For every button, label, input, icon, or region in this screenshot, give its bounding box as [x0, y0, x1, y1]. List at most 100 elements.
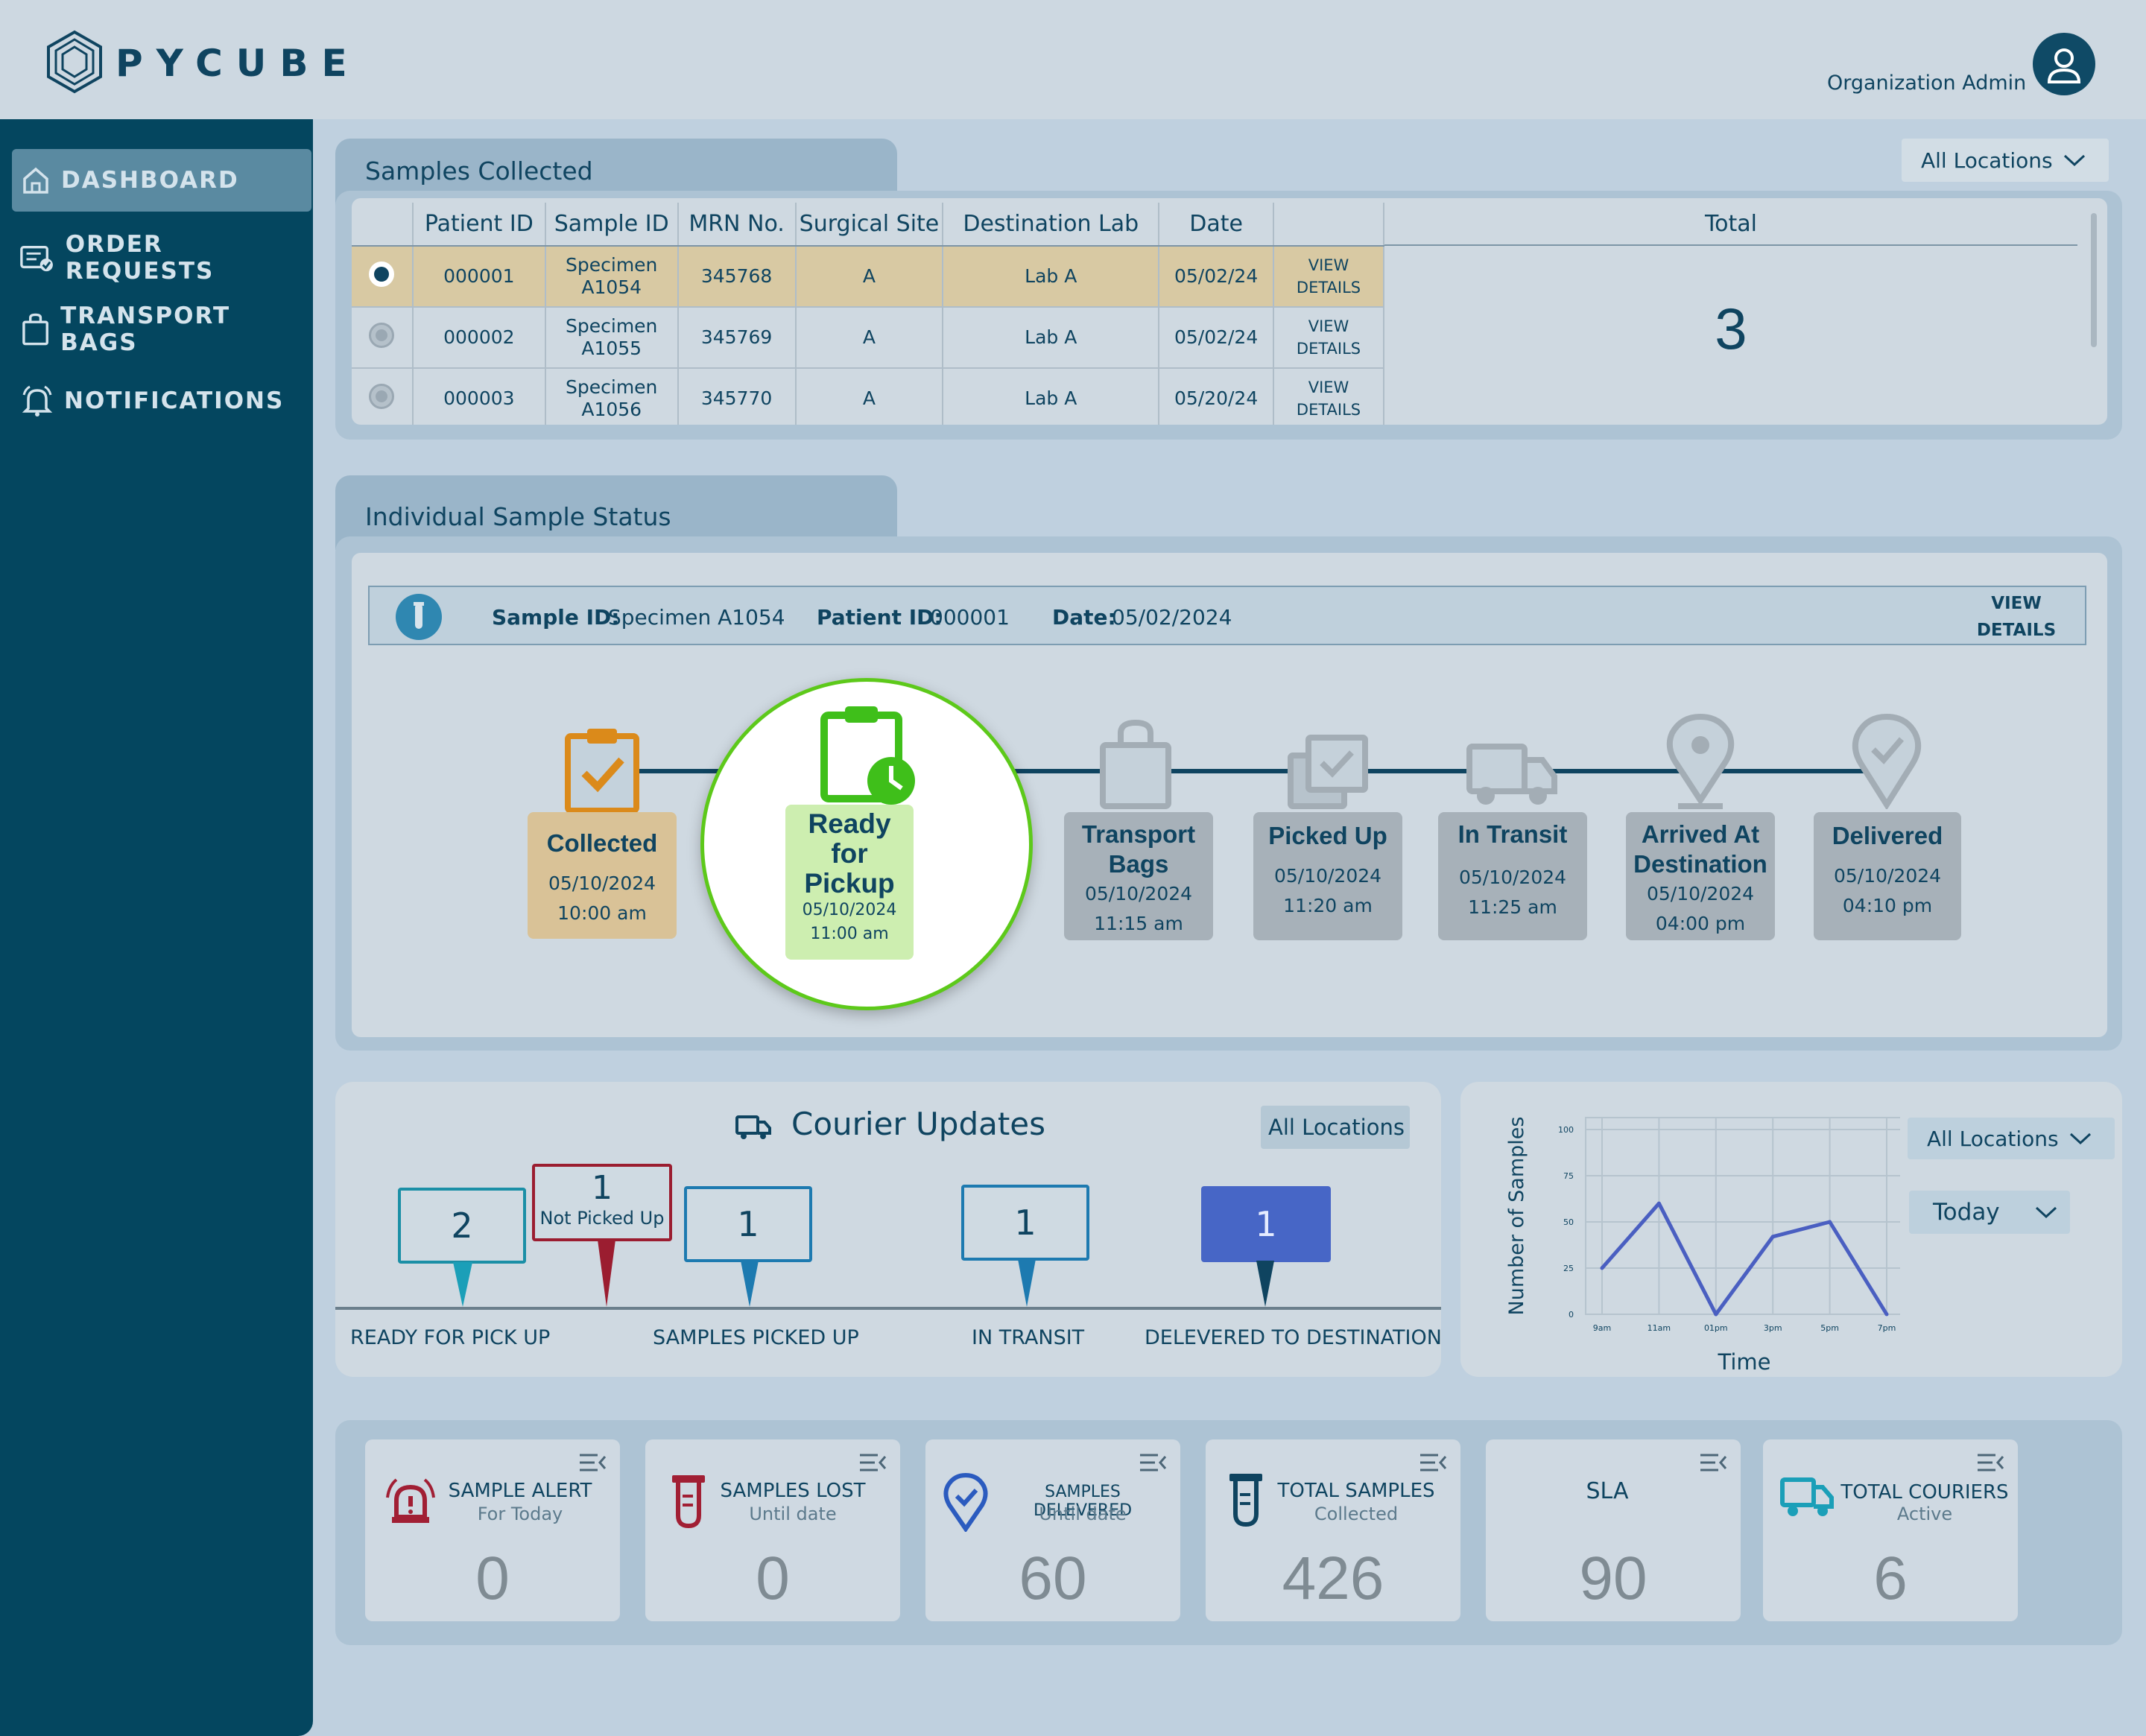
x-tick-label: 9am: [1593, 1323, 1611, 1333]
row-radio[interactable]: [369, 322, 395, 348]
delivered-count[interactable]: 1: [1201, 1186, 1331, 1262]
stage-arrived-at-destination[interactable]: Arrived At Destination 05/10/2024 04:00 …: [1626, 812, 1775, 940]
test-tube-icon: [396, 594, 442, 640]
stat-card-total-samples[interactable]: TOTAL SAMPLES Collected 426: [1206, 1439, 1460, 1621]
samples-line-chart: 0 25 50 75 100 9am 11am 01pm 3pm 5pm 7pm Time Number…: [1505, 1117, 1900, 1375]
stage-picked-up[interactable]: Picked Up 05/10/2024 11:20 am: [1253, 812, 1402, 940]
stat-value: 90: [1579, 1545, 1648, 1612]
stat-value: 6: [1873, 1545, 1908, 1612]
chevron-down-icon: [2069, 1132, 2092, 1145]
stage-title: Ready: [808, 808, 891, 839]
row-select-cell[interactable]: [352, 246, 414, 308]
samples-picked-up-count[interactable]: 1: [684, 1186, 812, 1262]
link-line: VIEW: [1308, 378, 1349, 396]
date-value: 05/02/2024: [1112, 605, 1232, 630]
table-header: Patient ID Sample ID MRN No. Surgical Si…: [352, 203, 1384, 247]
view-details-link[interactable]: VIEW DETAILS: [1273, 368, 1384, 425]
stat-subtitle: Collected: [1314, 1504, 1399, 1524]
chevron-down-icon: [2063, 154, 2086, 167]
test-tube-icon: [672, 1475, 705, 1529]
menu-collapse-icon[interactable]: [1699, 1453, 1727, 1472]
row-radio[interactable]: [369, 383, 395, 409]
sidebar-item-notifications[interactable]: NOTIFICATIONS: [12, 370, 311, 432]
x-tick-label: 3pm: [1764, 1323, 1782, 1333]
menu-collapse-icon[interactable]: [1419, 1453, 1447, 1472]
stage-in-transit[interactable]: In Transit 05/10/2024 11:25 am: [1438, 812, 1587, 940]
total-header: Total: [1384, 203, 2077, 246]
stage-title: Collected: [546, 829, 658, 857]
patient-id-value: 000001: [930, 605, 1010, 630]
sidebar-item-order-requests[interactable]: ORDER REQUESTS: [10, 226, 310, 289]
courier-location-filter[interactable]: All Locations: [1261, 1106, 1410, 1149]
clipboard-check-icon: [565, 729, 639, 814]
stage-ready-for-pickup[interactable]: Ready for Pickup 05/10/2024 11:00 am: [785, 805, 914, 960]
y-tick-label: 0: [1569, 1310, 1574, 1320]
dropdown-label: All Locations: [1927, 1126, 2059, 1151]
patient-id-cell: 000003: [412, 368, 546, 425]
truck-icon: [1466, 744, 1557, 805]
menu-collapse-icon[interactable]: [578, 1453, 607, 1472]
table-scrollbar[interactable]: [2091, 213, 2097, 347]
in-transit-count[interactable]: 1: [961, 1185, 1089, 1261]
stage-title: In Transit: [1457, 820, 1568, 848]
menu-collapse-icon[interactable]: [1139, 1453, 1167, 1472]
avatar[interactable]: [2033, 33, 2095, 95]
menu-collapse-icon[interactable]: [858, 1453, 887, 1472]
link-line: VIEW: [1991, 594, 2042, 613]
courier-updates-title: Courier Updates: [791, 1106, 1046, 1142]
stat-card-samples-lost[interactable]: SAMPLES LOST Until date 0: [645, 1439, 900, 1621]
date-cell: 05/02/24: [1159, 246, 1275, 308]
chart-location-dropdown[interactable]: All Locations: [1908, 1118, 2115, 1159]
patient-id-label: Patient ID:: [817, 605, 943, 630]
stat-card-sla[interactable]: SLA 90: [1486, 1439, 1741, 1621]
not-picked-up-count[interactable]: 1 Not Picked Up: [532, 1164, 672, 1241]
stat-subtitle: For Today: [477, 1504, 563, 1524]
data-point: [1714, 1312, 1718, 1317]
view-details-link[interactable]: VIEW DETAILS: [1273, 246, 1384, 308]
stage-time: 11:15 am: [1094, 913, 1183, 934]
stage-delivered[interactable]: Delivered 05/10/2024 04:10 pm: [1814, 812, 1961, 940]
stat-card-sample-alert[interactable]: SAMPLE ALERT For Today 0: [365, 1439, 620, 1621]
lab-cell: Lab A: [943, 307, 1160, 369]
stage-title: for: [831, 838, 868, 869]
link-line: VIEW: [1308, 317, 1349, 335]
ready-for-pickup-count[interactable]: 2: [398, 1188, 526, 1264]
row-radio[interactable]: [369, 261, 395, 287]
column-header: Destination Lab: [943, 203, 1160, 247]
menu-collapse-icon[interactable]: [1976, 1453, 2004, 1472]
mrn-cell: 345769: [677, 307, 797, 369]
mrn-cell: 345768: [677, 246, 797, 308]
chart-period-dropdown[interactable]: Today: [1909, 1191, 2070, 1234]
column-header: Sample ID: [545, 203, 679, 247]
stage-date: 05/10/2024: [1646, 883, 1755, 905]
stage-title: Transport: [1081, 820, 1196, 848]
x-tick-label: 11am: [1648, 1323, 1671, 1333]
row-select-cell[interactable]: [352, 307, 414, 369]
sample-id-line: A1055: [581, 338, 642, 359]
row-select-cell[interactable]: [352, 368, 414, 425]
chevron-down-icon: [2035, 1206, 2057, 1219]
sample-id-line: Specimen: [566, 254, 658, 276]
table-row[interactable]: 000002 Specimen A1055 345769 A Lab A 05/0…: [352, 307, 1384, 369]
stage-time: 11:20 am: [1283, 895, 1373, 916]
stat-card-total-couriers[interactable]: TOTAL COURIERS Active 6: [1763, 1439, 2018, 1621]
table-row[interactable]: 000003 Specimen A1056 345770 A Lab A 05/2…: [352, 368, 1384, 425]
table-row[interactable]: 000001 Specimen A1054 345768 A Lab A 05/0…: [352, 246, 1384, 308]
view-details-button[interactable]: VIEW DETAILS: [1964, 590, 2069, 644]
order-list-icon: [20, 245, 53, 272]
site-cell: A: [795, 307, 944, 369]
date-label: Date:: [1052, 605, 1116, 630]
sidebar-item-dashboard[interactable]: DASHBOARD: [12, 149, 311, 212]
stat-title: TOTAL SAMPLES: [1277, 1480, 1435, 1502]
date-cell: 05/02/24: [1159, 307, 1275, 369]
stat-card-samples-delivered[interactable]: SAMPLES DELEVERED Until date 60: [925, 1439, 1180, 1621]
stage-collected[interactable]: Collected 05/10/2024 10:00 am: [528, 812, 677, 939]
samples-location-dropdown[interactable]: All Locations: [1902, 139, 2109, 182]
column-header: MRN No.: [677, 203, 797, 247]
sidebar-item-transport-bags[interactable]: TRANSPORT BAGS: [12, 298, 311, 361]
stage-transport-bags[interactable]: Transport Bags 05/10/2024 11:15 am: [1064, 812, 1213, 940]
stage-date: 05/10/2024: [1833, 865, 1942, 887]
view-details-link[interactable]: VIEW DETAILS: [1273, 307, 1384, 369]
lab-cell: Lab A: [943, 246, 1160, 308]
sidebar: [0, 119, 313, 1736]
